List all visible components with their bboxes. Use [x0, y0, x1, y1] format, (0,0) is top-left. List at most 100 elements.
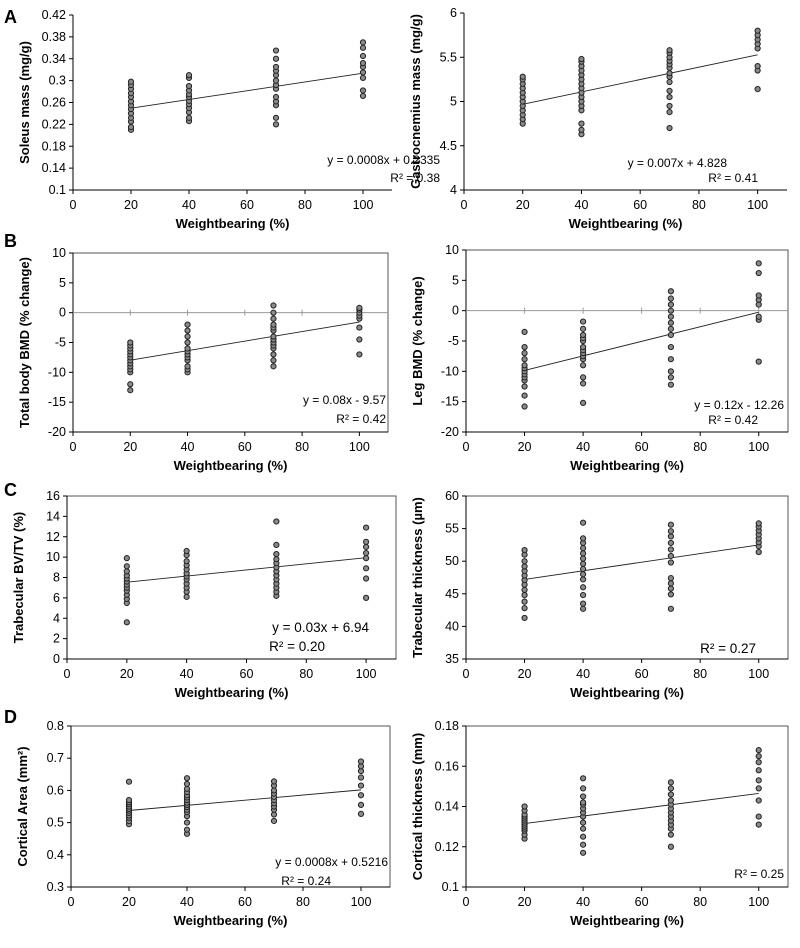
- data-point: [755, 260, 762, 267]
- x-axis-title: Weightbearing (%): [570, 458, 684, 473]
- data-point: [579, 825, 587, 832]
- data-point: [521, 547, 528, 554]
- y-tick-label: 0.4: [47, 848, 64, 862]
- x-tick-label: 100: [748, 895, 769, 909]
- data-point: [579, 399, 587, 406]
- data-point: [185, 114, 193, 121]
- y-tick-label: 60: [445, 489, 459, 503]
- data-point: [123, 619, 130, 626]
- trend-line: [524, 792, 759, 825]
- x-tick-label: 100: [748, 667, 769, 681]
- y-tick-label: 0: [59, 306, 66, 320]
- x-tick-label: 100: [351, 895, 372, 909]
- y-tick-label: 0.16: [435, 759, 459, 773]
- data-point: [521, 605, 528, 612]
- data-point: [579, 374, 587, 381]
- x-axis-title: Weightbearing (%): [174, 913, 288, 928]
- y-tick-label: 6: [53, 591, 60, 605]
- data-point: [579, 841, 587, 848]
- data-point: [579, 380, 587, 387]
- x-tick-label: 0: [70, 198, 77, 212]
- data-point: [579, 565, 587, 573]
- y-tick-label: 6: [450, 6, 457, 20]
- data-point: [362, 555, 370, 562]
- data-point: [356, 304, 363, 311]
- x-tick-label: 40: [180, 667, 194, 681]
- x-tick-label: 60: [635, 667, 649, 681]
- y-tick-label: 16: [46, 489, 60, 503]
- trend-line: [524, 311, 759, 371]
- x-axis-title: Weightbearing (%): [175, 685, 289, 700]
- data-point: [183, 819, 191, 826]
- y-tick-label: 0.3: [47, 880, 64, 894]
- x-axis-title: Weightbearing (%): [570, 685, 684, 700]
- x-tick-label: 0: [70, 440, 77, 454]
- data-point: [359, 39, 367, 46]
- y-tick-label: 10: [46, 550, 60, 564]
- y-axis-title: Total body BMD (% change): [17, 257, 32, 428]
- data-point: [357, 792, 365, 799]
- data-point: [123, 555, 130, 562]
- data-point: [579, 592, 587, 599]
- equation-label: y = 0.12x - 12.26: [694, 398, 784, 412]
- data-point: [666, 93, 673, 101]
- panel-letter-d: D: [4, 707, 17, 727]
- data-point: [127, 124, 135, 131]
- data-point: [521, 356, 528, 363]
- data-point: [667, 528, 675, 535]
- x-tick-label: 60: [238, 440, 252, 454]
- y-tick-label: 50: [445, 554, 459, 568]
- data-point: [273, 556, 280, 563]
- data-point: [270, 309, 277, 316]
- y-tick-label: 5: [450, 95, 457, 109]
- trend-line: [524, 544, 759, 580]
- x-tick-label: 20: [120, 667, 134, 681]
- data-point: [667, 521, 675, 528]
- x-tick-label: 80: [295, 440, 309, 454]
- y-tick-label: 5.5: [440, 50, 457, 64]
- data-point: [667, 288, 675, 295]
- data-point: [579, 343, 587, 351]
- data-point: [362, 575, 370, 582]
- data-point: [127, 381, 134, 388]
- data-point: [362, 594, 370, 601]
- data-point: [579, 560, 587, 567]
- data-point: [362, 538, 370, 545]
- data-point: [579, 325, 587, 332]
- data-point: [667, 585, 675, 592]
- x-tick-label: 80: [298, 198, 312, 212]
- y-tick-label: -15: [48, 395, 66, 409]
- chart-cortical-area: 0.3 0.4 0.5 0.6 0.7 0.8 0 20 40 60 80 100 Weightbear…: [15, 719, 391, 928]
- y-axis-title: Gastrocnemius mass (mg/g): [408, 14, 423, 189]
- y-tick-label: 0.18: [435, 719, 459, 733]
- data-point: [755, 292, 762, 299]
- data-point: [521, 350, 528, 357]
- data-point: [667, 368, 675, 375]
- y-tick-label: 10: [445, 243, 459, 257]
- data-point: [579, 584, 587, 591]
- x-tick-label: 0: [64, 667, 71, 681]
- x-tick-label: 80: [693, 895, 707, 909]
- data-point: [667, 843, 675, 850]
- data-point: [579, 605, 587, 612]
- data-point: [362, 543, 370, 551]
- data-point: [579, 793, 587, 800]
- data-point: [184, 345, 191, 352]
- data-point: [183, 547, 190, 555]
- y-axis-title: Cortical Area (mm²): [15, 746, 30, 866]
- data-point: [579, 550, 587, 557]
- data-point: [667, 331, 675, 339]
- data-point: [579, 576, 587, 583]
- y-tick-label: 0.34: [42, 52, 66, 66]
- data-point: [667, 539, 675, 547]
- data-point: [521, 343, 528, 351]
- data-point: [270, 333, 277, 340]
- y-tick-label: 12: [46, 530, 60, 544]
- data-point: [579, 849, 587, 856]
- data-point: [667, 295, 675, 302]
- data-point: [579, 519, 587, 526]
- x-axis-title: Weightbearing (%): [176, 216, 290, 231]
- y-tick-label: -10: [441, 364, 459, 378]
- data-point: [359, 74, 367, 81]
